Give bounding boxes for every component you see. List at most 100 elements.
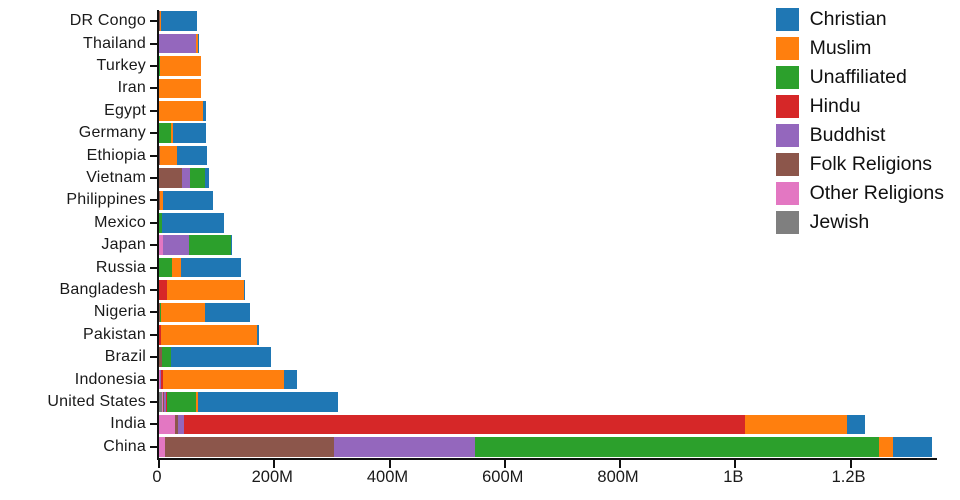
bar-segment-muslim <box>172 257 181 278</box>
bar-segment-unaffiliated <box>162 347 172 368</box>
y-axis-label-bangladesh: Bangladesh <box>59 280 146 298</box>
bar-row-iran <box>159 78 937 99</box>
bar-segment-folk-religions <box>159 302 161 323</box>
bar-segment-muslim <box>160 324 258 345</box>
bar-row-russia <box>159 257 937 278</box>
y-axis-label-turkey: Turkey <box>96 56 146 74</box>
y-axis-label-dr-congo: DR Congo <box>69 12 146 30</box>
x-axis-tick-label: 1B <box>723 468 744 486</box>
bar-segment-unaffiliated <box>159 123 171 144</box>
bar-segment-folk-religions <box>159 11 160 32</box>
legend-item-folk-religions: Folk Religions <box>775 153 944 176</box>
bar-segment-christian <box>257 324 259 345</box>
bar-segment-unaffiliated <box>190 168 206 188</box>
x-axis-tick-label: 200M <box>251 468 293 486</box>
bar-segment-muslim <box>160 11 161 32</box>
y-axis-tick <box>150 423 157 426</box>
y-axis-label-germany: Germany <box>78 124 146 142</box>
x-axis-tick <box>273 460 276 468</box>
y-axis-tick <box>150 221 157 224</box>
bar-segment-christian <box>176 145 207 166</box>
legend-item-jewish: Jewish <box>775 211 944 234</box>
bar-segment-buddhist <box>159 369 161 390</box>
bar-row-philippines <box>159 190 937 211</box>
x-axis-tick <box>619 460 622 468</box>
y-axis-label-india: India <box>110 415 146 433</box>
bar-row-united-states <box>159 392 937 412</box>
bar-segment-muslim <box>170 123 174 144</box>
x-axis-labels: 0 200M 400M 600M 800M 1B 1.2B <box>152 468 935 494</box>
legend-label-buddhist: Buddhist <box>809 124 886 146</box>
x-axis-tick-label: 800M <box>597 468 639 486</box>
legend-item-unaffiliated: Unaffiliated <box>775 66 944 89</box>
legend-item-hindu: Hindu <box>775 95 944 118</box>
y-axis-label-japan: Japan <box>101 236 146 254</box>
y-axis-label-ethiopia: Ethiopia <box>86 146 146 164</box>
bar-segment-muslim <box>159 190 163 211</box>
legend-label-unaffiliated: Unaffiliated <box>809 66 907 88</box>
bar-segment-folk-religions <box>159 145 161 166</box>
x-axis-tick-label: 0 <box>152 468 162 486</box>
legend-swatch-hindu <box>775 95 799 118</box>
bar-segment-buddhist <box>162 235 190 256</box>
legend-swatch-buddhist <box>775 124 799 147</box>
bar-row-mexico <box>159 212 937 233</box>
y-axis-tick <box>150 132 157 135</box>
bar-segment-other-religions <box>162 392 164 412</box>
x-axis-tick <box>503 460 506 468</box>
x-axis-tick <box>158 460 160 468</box>
legend-swatch-christian <box>775 8 799 31</box>
bar-segment-christian <box>205 168 210 188</box>
legend-label-other-religions: Other Religions <box>809 182 944 204</box>
y-axis-tick <box>150 289 157 291</box>
x-axis-tick <box>849 460 852 468</box>
bar-segment-christian <box>173 123 207 144</box>
bar-segment-buddhist <box>159 33 197 54</box>
y-axis-tick <box>150 65 157 67</box>
bar-segment-folk-religions <box>159 190 160 211</box>
y-axis-label-indonesia: Indonesia <box>74 370 146 388</box>
bar-segment-muslim <box>745 414 847 435</box>
y-axis-labels: DR Congo Thailand Turkey Iran Egypt Germany Et… <box>0 10 146 458</box>
legend-label-jewish: Jewish <box>809 211 870 233</box>
y-axis-tick <box>150 266 157 269</box>
bar-row-bangladesh <box>159 280 937 300</box>
bar-segment-christian <box>204 302 250 323</box>
y-axis-label-brazil: Brazil <box>104 348 146 366</box>
bar-segment-muslim <box>878 436 894 457</box>
bar-segment-muslim <box>159 100 204 121</box>
legend-swatch-folk-religions <box>775 153 799 176</box>
bar-segment-muslim <box>159 56 201 76</box>
x-axis-tick-label: 1.2B <box>831 468 866 486</box>
bar-row-china <box>159 436 937 457</box>
legend: Christian Muslim Unaffiliated Hindu Buddhist… <box>775 8 944 240</box>
bar-segment-unaffiliated <box>159 257 173 278</box>
bar-segment-unaffiliated <box>166 392 197 412</box>
legend-label-christian: Christian <box>809 8 887 30</box>
bar-segment-unaffiliated <box>744 414 746 435</box>
y-axis-label-pakistan: Pakistan <box>83 325 146 343</box>
bar-segment-christian <box>893 436 933 457</box>
y-axis-label-mexico: Mexico <box>94 213 146 231</box>
bar-row-indonesia <box>159 369 937 390</box>
y-axis-tick <box>150 87 157 90</box>
bar-segment-christian <box>283 369 298 390</box>
bar-segment-other-religions <box>159 414 175 435</box>
bar-segment-muslim <box>160 302 205 323</box>
legend-swatch-muslim <box>775 37 799 60</box>
y-axis-label-iran: Iran <box>117 79 146 97</box>
legend-label-folk-religions: Folk Religions <box>809 153 933 175</box>
y-axis-label-nigeria: Nigeria <box>93 303 146 321</box>
y-axis-label-thailand: Thailand <box>83 34 146 52</box>
bar-row-ethiopia <box>159 145 937 166</box>
bar-segment-christian <box>203 100 206 121</box>
bar-segment-folk-religions <box>174 414 179 435</box>
bar-segment-christian <box>162 212 225 233</box>
y-axis-tick <box>150 109 157 112</box>
bar-segment-folk-religions <box>159 168 182 188</box>
legend-item-muslim: Muslim <box>775 37 944 60</box>
y-axis-tick <box>150 177 157 179</box>
bar-segment-other-religions <box>159 235 163 256</box>
y-axis-tick <box>150 42 157 45</box>
